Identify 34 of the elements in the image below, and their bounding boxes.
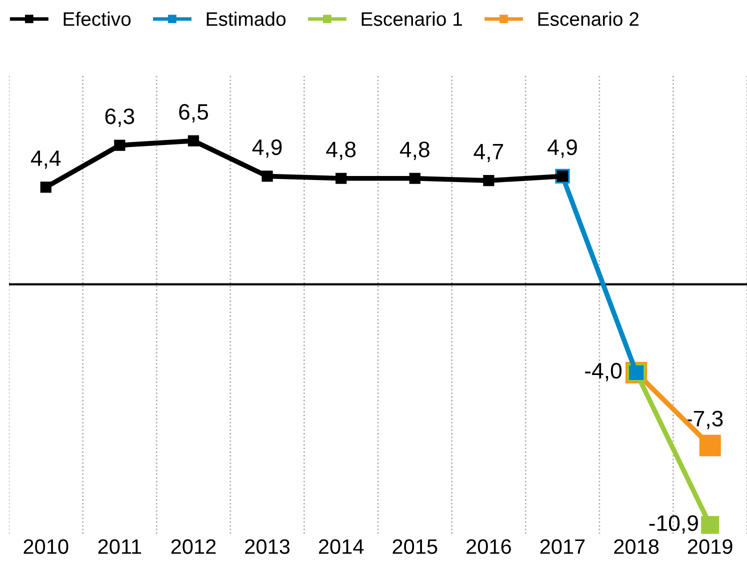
x-tick-label: 2019 [688,539,732,554]
point [262,170,273,182]
data-label: 4,9 [252,139,282,158]
x-tick-label: 2010 [24,539,68,554]
legend-label: Escenario 1 [362,12,462,26]
x-tick-label: 2015 [392,539,438,554]
point [40,182,52,193]
data-label: -4,0 [585,362,622,382]
point [336,172,347,184]
point [409,172,420,184]
x-tick-label: 2017 [540,539,585,554]
x-tick-label: 2014 [318,539,364,554]
data-label: 4,9 [548,139,577,158]
data-label: 4,8 [400,142,430,160]
legend-label: Estimado [206,12,286,26]
data-label: 4,7 [474,144,504,162]
data-label: -7,3 [686,410,723,430]
data-label: 4,4 [30,150,61,169]
x-tick-label: 2011 [98,539,142,554]
legend-label: Efectivo [64,12,131,26]
point [483,175,494,186]
x-tick-label: 2016 [466,539,511,554]
point [188,135,200,146]
data-label: 6,3 [105,108,134,127]
point [114,140,126,151]
data-label: -10,9 [649,515,698,534]
data-label: 6,5 [179,104,208,122]
legend-label: Escenario 2 [538,12,638,26]
x-tick-label: 2012 [171,539,216,554]
data-label: 4,8 [326,142,356,160]
x-tick-label: 2013 [245,539,290,554]
point [699,434,721,456]
point [701,516,720,534]
x-tick-label: 2018 [614,539,659,554]
